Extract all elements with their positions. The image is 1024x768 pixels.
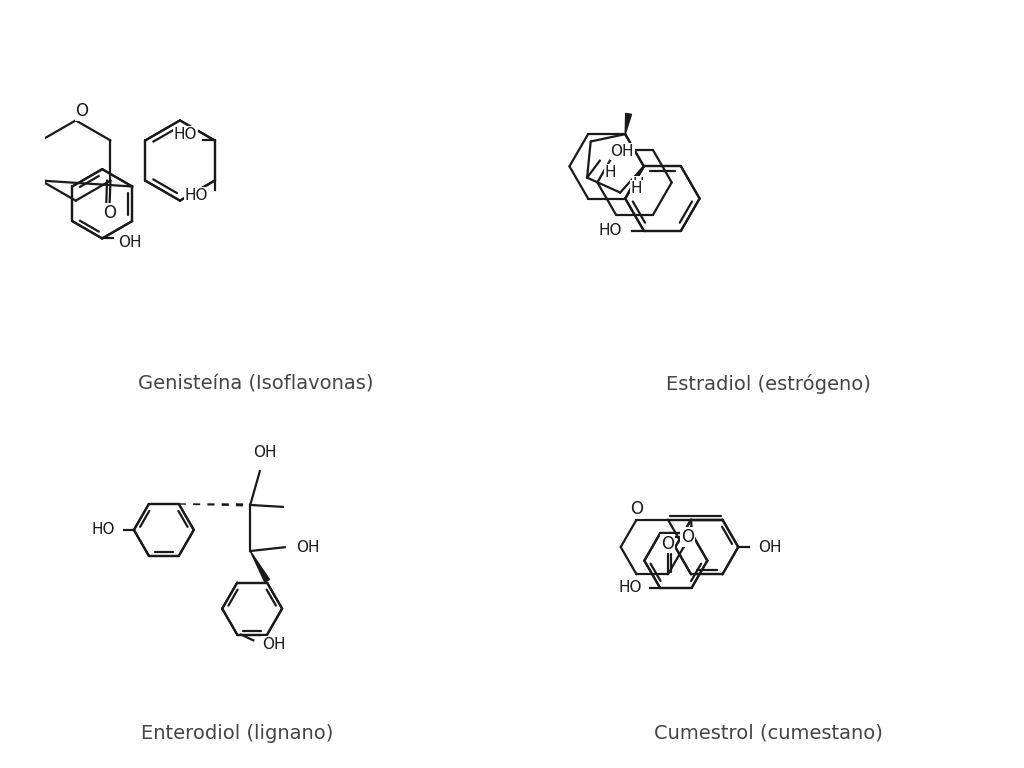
Text: H: H [633, 177, 644, 192]
Text: OH: OH [758, 539, 781, 554]
Text: HO: HO [185, 188, 208, 203]
Text: HO: HO [618, 581, 642, 595]
Text: Cumestrol (cumestano): Cumestrol (cumestano) [653, 724, 883, 743]
Text: OH: OH [253, 445, 276, 460]
Polygon shape [250, 551, 269, 582]
Text: OH: OH [296, 540, 319, 554]
Text: Estradiol (estrógeno): Estradiol (estrógeno) [666, 374, 870, 395]
Text: OH: OH [262, 637, 286, 652]
Text: HO: HO [173, 127, 197, 141]
Text: Enterodiol (lignano): Enterodiol (lignano) [140, 724, 333, 743]
Text: O: O [681, 528, 694, 546]
Text: O: O [103, 204, 116, 222]
Text: H: H [631, 180, 642, 196]
Text: HO: HO [92, 522, 116, 538]
Polygon shape [626, 114, 632, 134]
Text: O: O [660, 535, 674, 552]
Text: OH: OH [610, 144, 634, 159]
Text: H: H [604, 165, 615, 180]
Text: HO: HO [598, 223, 622, 238]
Text: OH: OH [118, 235, 141, 250]
Text: O: O [76, 102, 88, 120]
Text: O: O [630, 500, 643, 518]
Text: Genisteína (Isoflavonas): Genisteína (Isoflavonas) [138, 375, 374, 394]
